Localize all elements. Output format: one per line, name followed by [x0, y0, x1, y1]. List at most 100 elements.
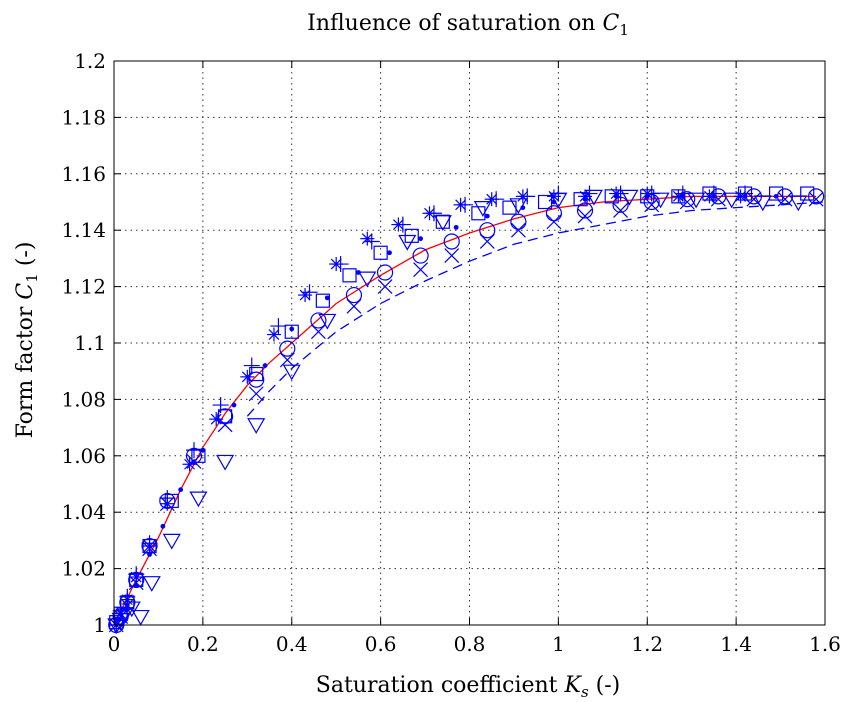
y-tick-label: 1.08 — [61, 387, 106, 411]
dot-marker — [742, 193, 748, 199]
plus-marker — [737, 185, 754, 202]
triangle-down-marker — [433, 215, 452, 231]
dot-marker — [356, 270, 361, 275]
dot-marker — [711, 193, 717, 199]
asterisk-marker — [733, 189, 748, 204]
triangle-down-marker — [687, 192, 706, 209]
dot-marker — [133, 583, 139, 588]
dot-marker — [520, 205, 526, 211]
x-marker — [279, 352, 295, 368]
square-marker — [315, 293, 330, 308]
plus-marker — [185, 442, 202, 459]
asterisk-marker — [484, 192, 499, 207]
asterisk-marker — [160, 496, 175, 511]
y-tick-label: 1 — [93, 613, 106, 637]
x-marker — [346, 298, 362, 314]
circle-marker — [216, 408, 234, 425]
triangle-down-marker — [142, 576, 161, 592]
y-tick-label: 1.2 — [74, 49, 106, 73]
y-tick-label: 1.12 — [61, 275, 106, 299]
asterisk-marker — [453, 197, 468, 212]
asterisk-marker — [142, 539, 157, 554]
plus-marker — [674, 185, 691, 202]
asterisk-marker — [129, 570, 144, 585]
x-marker — [310, 324, 326, 340]
circle-marker — [376, 264, 394, 281]
axis-ticks: 0 0.2 0.4 0.6 0.8 1 1.2 1.4 1.6 1 1.02 1.04 1.06 1.08… — [61, 49, 840, 656]
x-marker — [777, 191, 793, 207]
asterisk-marker — [702, 189, 717, 204]
plus-marker — [581, 185, 598, 202]
x-marker — [413, 262, 429, 278]
triangle-down-marker — [216, 454, 235, 471]
grid — [114, 61, 825, 625]
y-tick-label: 1.18 — [61, 105, 106, 129]
plus-marker — [301, 284, 318, 301]
dot-marker — [387, 250, 392, 256]
x-marker — [746, 191, 762, 207]
x-marker — [479, 234, 495, 249]
circle-marker — [479, 222, 496, 239]
triangle-down-marker — [247, 418, 266, 434]
square-marker — [502, 200, 517, 215]
asterisk-marker — [360, 231, 375, 246]
dot-marker — [124, 602, 130, 608]
square-marker — [769, 186, 784, 201]
y-tick-label: 1.02 — [61, 557, 106, 581]
x-tick-label: 1.6 — [809, 632, 841, 656]
asterisk-marker — [422, 206, 437, 221]
square-marker — [284, 324, 299, 339]
square-marker — [800, 186, 815, 201]
dot-marker — [453, 224, 459, 230]
triangle-down-marker — [189, 491, 208, 508]
asterisk-marker — [240, 369, 255, 384]
y-axis-label: Form factor C1 (-) — [13, 242, 41, 439]
dot-marker — [262, 363, 268, 368]
x-tick-label: 1 — [552, 632, 565, 656]
x-marker — [510, 222, 526, 238]
dot-marker — [644, 193, 650, 199]
square-marker — [404, 228, 419, 243]
asterisk-marker — [113, 606, 128, 621]
square-marker — [435, 214, 450, 229]
dot-marker — [147, 552, 152, 557]
triangle-down-marker — [358, 271, 377, 288]
y-tick-label: 1.14 — [61, 218, 106, 242]
dot-marker — [773, 193, 779, 199]
x-marker — [444, 248, 460, 264]
x-tick-label: 0.6 — [365, 632, 397, 656]
y-tick-label: 1.1 — [74, 331, 106, 355]
dot-marker — [582, 196, 588, 202]
dot-marker — [160, 523, 166, 529]
x-marker — [217, 417, 233, 433]
dot-marker — [680, 193, 686, 199]
dot-marker — [324, 295, 330, 301]
asterisk-marker — [391, 217, 406, 232]
triangle-down-marker — [651, 192, 670, 209]
plus-marker — [363, 233, 380, 250]
triangle-down-marker — [789, 195, 808, 212]
plus-marker — [212, 397, 229, 414]
plus-marker — [270, 318, 287, 335]
asterisk-marker — [182, 457, 197, 472]
asterisk-marker — [298, 288, 313, 303]
chart-title: Influence of saturation on C1 — [307, 11, 629, 39]
dot-marker — [200, 447, 206, 453]
x-axis-label: Saturation coefficient Ks (-) — [316, 673, 620, 701]
square-marker — [471, 206, 486, 221]
square-marker — [342, 268, 357, 283]
triangle-down-marker — [753, 195, 772, 212]
circle-marker — [345, 286, 363, 304]
x-tick-label: 0.2 — [187, 632, 219, 656]
circle-marker — [279, 340, 296, 357]
triangle-down-marker — [473, 201, 492, 217]
dot-marker — [551, 199, 557, 205]
x-tick-label: 0.4 — [276, 632, 308, 656]
dot-marker — [289, 326, 295, 332]
asterisk-marker — [515, 189, 530, 204]
dot-marker — [116, 616, 121, 622]
triangle-down-marker — [131, 609, 150, 626]
triangle-down-marker — [282, 364, 301, 381]
plus-marker — [705, 185, 722, 202]
